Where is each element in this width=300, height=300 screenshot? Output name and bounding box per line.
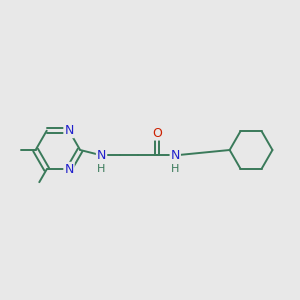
Text: H: H xyxy=(98,164,106,174)
Text: O: O xyxy=(152,127,162,140)
Text: N: N xyxy=(64,163,74,176)
Text: H: H xyxy=(171,164,179,174)
Text: N: N xyxy=(64,124,74,137)
Text: N: N xyxy=(97,149,106,162)
Text: N: N xyxy=(171,149,180,162)
